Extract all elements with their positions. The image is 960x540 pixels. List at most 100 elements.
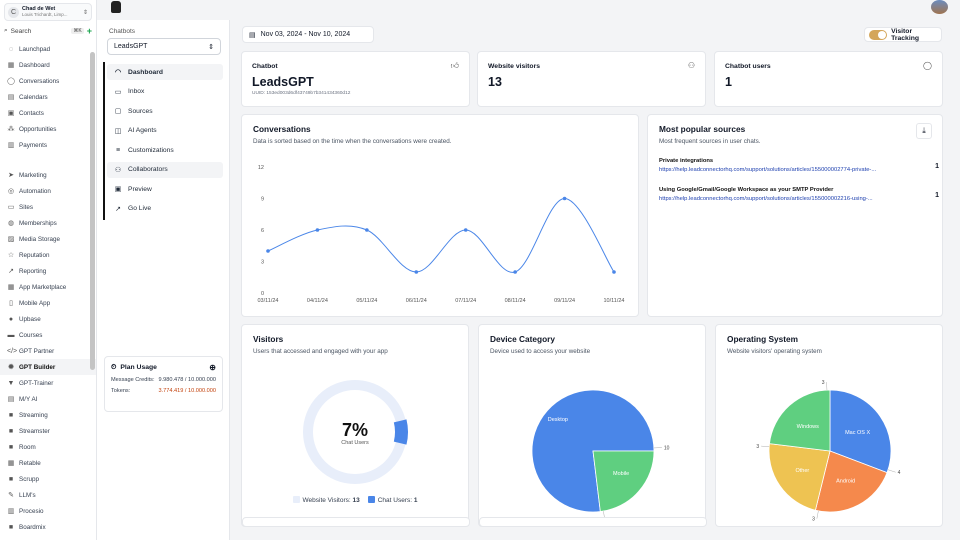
legend-visitors-label: Website Visitors:	[302, 497, 351, 504]
chatbot-select[interactable]: LeadsGPT ⇕	[107, 38, 221, 55]
plus-circle-icon[interactable]: ⊕	[209, 363, 216, 372]
visitor-tracking-toggle[interactable]: Visitor Tracking	[864, 27, 942, 42]
slice-label: Windows	[797, 424, 820, 430]
chatbot-nav-sources[interactable]: ▢ Sources	[107, 103, 223, 119]
sidebar-item-llm-s[interactable]: ✎ LLM's	[0, 487, 96, 503]
date-range-picker[interactable]: ▤ Nov 03, 2024 - Nov 10, 2024	[242, 26, 374, 43]
download-icon[interactable]: ⤓	[916, 123, 932, 139]
pen-icon: ✎	[8, 492, 14, 499]
pie-slice-android[interactable]	[814, 450, 888, 513]
sidebar-item-label: Media Storage	[19, 235, 60, 243]
sidebar-item-calendars[interactable]: ▤ Calendars	[0, 89, 96, 105]
source-count: 1	[935, 192, 939, 199]
pie-slice-other[interactable]	[768, 443, 831, 511]
data-point[interactable]	[513, 270, 517, 274]
sidebar-item-app-marketplace[interactable]: ▦ App Marketplace	[0, 279, 96, 295]
sidebar-item-streaming[interactable]: ■ Streaming	[0, 407, 96, 423]
chatbot-nav-preview[interactable]: ▣ Preview	[107, 181, 223, 197]
sidebar-item-sites[interactable]: ▭ Sites	[0, 199, 96, 215]
plus-icon[interactable]: +	[86, 26, 92, 36]
pie-slice-mobile[interactable]	[592, 450, 655, 513]
search-label: Search	[10, 27, 32, 35]
sidebar-item-streamster[interactable]: ■ Streamster	[0, 423, 96, 439]
go-live-icon: ↗	[115, 205, 121, 213]
sidebar-item-label: Conversations	[19, 77, 60, 85]
video-icon: ■	[8, 411, 14, 419]
user-avatar[interactable]	[931, 0, 948, 14]
sidebar-item-media-storage[interactable]: ▨ Media Storage	[0, 231, 96, 247]
sidebar-item-scrupp[interactable]: ■ Scrupp	[0, 471, 96, 487]
sidebar-item-boardmix[interactable]: ■ Boardmix	[0, 519, 96, 535]
pie-slice-mac-os-x[interactable]	[829, 389, 892, 474]
main-nav: ◌ Launchpad ▦ Dashboard ◯ Conversations ▤ Calen…	[0, 41, 96, 535]
sidebar-item-gpt-trainer[interactable]: ▼ GPT-Trainer	[0, 375, 96, 391]
sidebar-item-conversations[interactable]: ◯ Conversations	[0, 73, 96, 89]
x-tick-label: 05/11/24	[356, 298, 377, 304]
sidebar-item-upbase[interactable]: ● Upbase	[0, 311, 96, 327]
data-point[interactable]	[266, 249, 270, 253]
account-switcher[interactable]: C Chad de Wet Louis Trichardt, Limp... ⇕	[4, 3, 92, 21]
chatbot-nav-customizations[interactable]: ≡ Customizations	[107, 142, 223, 158]
slice-value-label: 4	[898, 470, 901, 476]
sidebar-item-marketing[interactable]: ➤ Marketing	[0, 167, 96, 183]
device-title: Device Category	[490, 334, 556, 344]
sidebar-item-label: App Marketplace	[19, 283, 67, 291]
table-icon: ▦	[7, 460, 15, 467]
sidebar-item-label: Marketing	[19, 171, 47, 179]
sidebar-item-label: Boardmix	[19, 523, 46, 531]
sidebar-item-mobile-app[interactable]: ▯ Mobile App	[0, 295, 96, 311]
pie-slice-windows[interactable]	[768, 389, 831, 452]
sidebar-item-courses[interactable]: ▬ Courses	[0, 327, 96, 343]
upbase-icon: ●	[8, 315, 14, 323]
chatbot-nav-go-live[interactable]: ↗ Go Live	[107, 201, 223, 217]
data-point[interactable]	[463, 228, 468, 232]
data-point[interactable]	[365, 228, 369, 232]
sidebar-item-contacts[interactable]: ▣ Contacts	[0, 105, 96, 121]
legend-swatch-users	[367, 496, 375, 503]
data-point[interactable]	[414, 270, 419, 274]
x-tick-label: 04/11/24	[307, 298, 328, 304]
sidebar-item-reputation[interactable]: ☆ Reputation	[0, 247, 96, 263]
chatbot-nav-ai-agents[interactable]: ◫ AI Agents	[107, 123, 223, 139]
data-point[interactable]	[562, 196, 567, 201]
source-url[interactable]: https://help.leadconnectorhq.com/support…	[659, 167, 877, 173]
donut-segment-chat-users[interactable]	[393, 419, 408, 445]
sidebar-scrollbar[interactable]	[90, 52, 95, 370]
boardmix-icon: ■	[8, 523, 14, 531]
x-tick-label: 08/11/24	[505, 298, 526, 304]
sidebar-item-room[interactable]: ■ Room	[0, 439, 96, 455]
source-item: Using Google/Gmail/Google Workspace as y…	[659, 187, 939, 202]
chatbot-nav-inbox[interactable]: ▭ Inbox	[107, 84, 223, 100]
search-bar[interactable]: ⌕ Search ⌘K +	[4, 25, 92, 37]
sidebar-item-m-y-ai[interactable]: ▤ M/Y AI	[0, 391, 96, 407]
chatbot-nav-collaborators[interactable]: ⚇ Collaborators	[107, 161, 223, 178]
sidebar-item-opportunities[interactable]: ⁂ Opportunities	[0, 121, 96, 137]
sidebar-item-payments[interactable]: ▥ Payments	[0, 137, 96, 153]
slice-value-label: 10	[664, 446, 670, 452]
sidebar-item-retable[interactable]: ▦ Retable	[0, 455, 96, 471]
sidebar-item-label: Streaming	[19, 411, 48, 419]
toggle-switch[interactable]	[869, 29, 888, 40]
chatbot-nav-dashboard[interactable]: ◠ Dashboard	[107, 64, 223, 80]
data-point[interactable]	[315, 228, 320, 232]
scrupp-icon: ■	[8, 475, 14, 483]
slice-leader-line	[816, 510, 819, 519]
sidebar-item-launchpad[interactable]: ◌ Launchpad	[0, 41, 96, 57]
sidebar-item-reporting[interactable]: ↗ Reporting	[0, 263, 96, 279]
sidebar-item-dashboard[interactable]: ▦ Dashboard	[0, 57, 96, 73]
sidebar-item-automation[interactable]: ◎ Automation	[0, 183, 96, 199]
sidebar-item-memberships[interactable]: ◍ Memberships	[0, 215, 96, 231]
data-point[interactable]	[612, 270, 616, 274]
tokens-value: 3.774.419 / 10.000.000	[158, 388, 216, 394]
chatbots-label: Chatbots	[109, 28, 136, 35]
sidebar-item-label: Retable	[19, 459, 41, 467]
ai-icon: ▤	[7, 396, 15, 403]
y-tick-label: 9	[261, 197, 264, 203]
device-desc: Device used to access your website	[490, 348, 591, 355]
source-url[interactable]: https://help.leadconnectorhq.com/support…	[659, 196, 873, 202]
sidebar-item-gpt-builder[interactable]: ✹ GPT Builder	[0, 359, 96, 375]
sidebar-item-gpt-partner[interactable]: </> GPT Partner	[0, 343, 96, 359]
chatbot-nav-label: Customizations	[128, 146, 174, 154]
sidebar-item-label: LLM's	[19, 491, 36, 499]
sidebar-item-procesio[interactable]: ▥ Procesio	[0, 503, 96, 519]
